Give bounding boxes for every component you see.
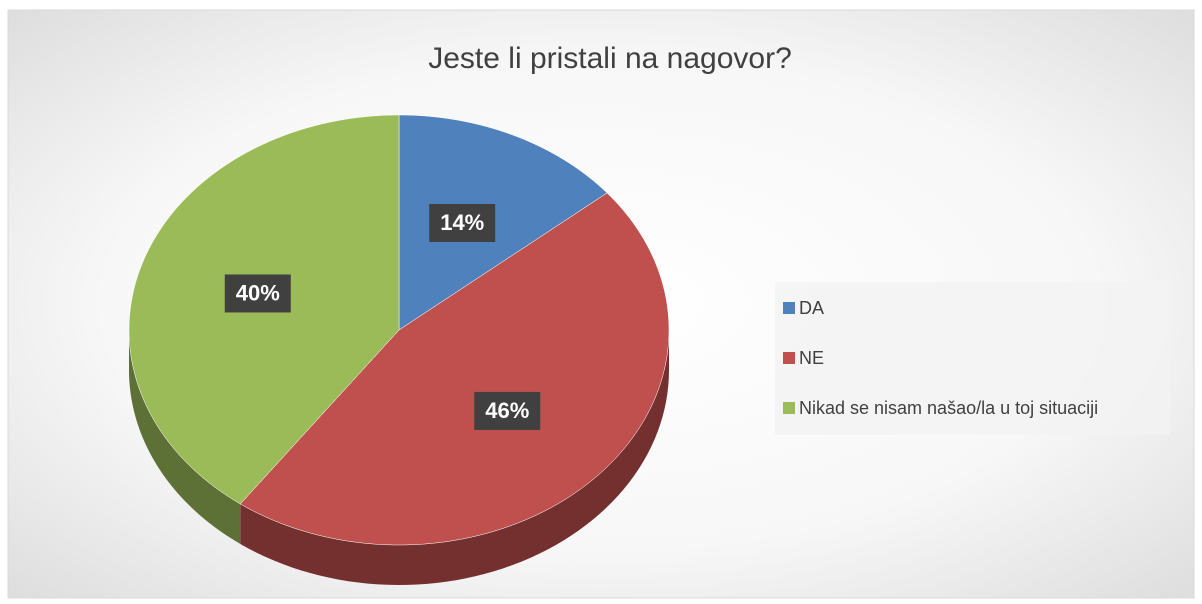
data-label: 40% [236,280,280,305]
chart-title: Jeste li pristali na nagovor? [428,42,792,75]
legend-label: Nikad se nisam našao/la u toj situaciji [799,398,1098,418]
legend-swatch [783,402,795,414]
data-label-box [224,274,291,313]
slice-side [129,330,241,544]
data-label: 14% [440,210,484,235]
slice-side [240,330,670,585]
legend-label: DA [799,298,824,318]
legend-box [775,282,1170,435]
slice [239,192,670,546]
data-label: 46% [485,398,529,423]
legend-swatch [783,352,795,364]
legend-label: NE [799,348,824,368]
slice [398,114,608,331]
data-label-box [474,391,541,430]
data-label-box [429,204,496,243]
legend-swatch [783,302,795,314]
